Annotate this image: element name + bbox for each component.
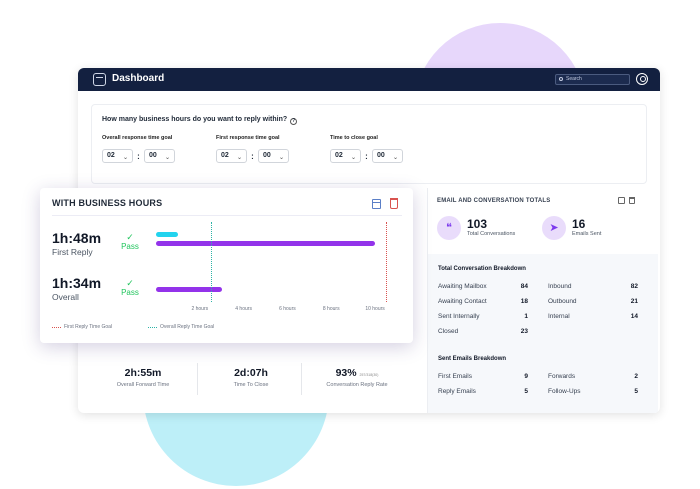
metric-label: Overall [52, 292, 79, 302]
question-text: How many business hours do you want to r… [102, 116, 288, 123]
goal-label: First response time goal [216, 135, 280, 141]
legend-swatch [148, 326, 157, 328]
hours-select[interactable]: 02 ⌄ [216, 149, 247, 163]
chevron-down-icon: ⌄ [392, 155, 398, 161]
x-tick-label: 4 hours [235, 306, 252, 312]
divider [197, 363, 198, 395]
breakdown-row: Sent Internally 1 [438, 313, 528, 320]
overall-goal-line [210, 222, 212, 302]
overall-response-goal: Overall response time goal 02 ⌄ : 00 ⌄ [102, 135, 175, 163]
breakdown-row: Awaiting Mailbox 84 [438, 283, 528, 290]
window-icon[interactable] [618, 197, 625, 204]
stat-label: Overall Forward Time [116, 382, 170, 388]
kpi-value: 16 [572, 217, 586, 231]
pass-status: ✓ Pass [121, 232, 139, 251]
x-tick-label: 2 hours [191, 306, 209, 312]
stat-label: Time To Close [233, 382, 269, 388]
card-title: WITH BUSINESS HOURS [52, 198, 163, 208]
kpi-label: Emails Sent [572, 231, 602, 237]
metric-overall: 1h:34m Overall [52, 275, 101, 302]
search-input[interactable]: Search [555, 74, 630, 85]
x-tick-label: 10 hours [365, 306, 385, 312]
x-tick-label: 8 hours [322, 306, 340, 312]
dashboard-icon[interactable] [93, 73, 106, 86]
bar-overall-purple [156, 287, 222, 292]
minutes-select[interactable]: 00 ⌄ [258, 149, 289, 163]
breakdown-row: Closed 23 [438, 328, 528, 335]
stat-value: 2d:07h [234, 367, 268, 379]
chevron-down-icon: ⌄ [278, 155, 284, 161]
checkmark-icon: ✓ [126, 232, 134, 242]
first-reply-goal-line [386, 222, 387, 302]
breakdown-row: Outbound 21 [548, 298, 638, 305]
breakdown-row: Forwards 2 [548, 373, 638, 380]
time-separator: : [251, 151, 254, 161]
app-title: Dashboard [112, 73, 165, 84]
chat-bubbles-icon: ❝ [437, 216, 461, 240]
emails-breakdown-title: Sent Emails Breakdown [438, 356, 507, 362]
stat-note: 257/318(30) [359, 373, 379, 377]
bar-first-reply-purple [156, 241, 376, 246]
metric-value: 1h:48m [52, 230, 102, 246]
summary-stats: 2h:55m Overall Forward Time 2d:07h Time … [91, 361, 421, 397]
help-icon[interactable]: ? [290, 118, 298, 125]
trash-icon[interactable] [390, 198, 398, 209]
breakdown-row: Inbound 82 [548, 283, 638, 290]
email-conversation-totals-panel: EMAIL AND CONVERSATION TOTALS ❝ 103 Tota… [427, 188, 658, 413]
time-separator: : [365, 151, 368, 161]
conversation-breakdown-title: Total Conversation Breakdown [438, 266, 526, 272]
chevron-down-icon: ⌄ [350, 155, 356, 161]
pass-status: ✓ Pass [121, 278, 139, 297]
stat-reply-rate: 93% 257/318(30) Conversation Reply Rate [305, 361, 409, 397]
goal-label: Overall response time goal [102, 135, 173, 141]
metric-first-reply: 1h:48m First Reply [52, 230, 101, 257]
time-to-close-goal: Time to close goal 02 ⌄ : 00 ⌄ [330, 135, 403, 163]
goals-question: How many business hours do you want to r… [102, 116, 298, 125]
first-response-goal: First response time goal 02 ⌄ : 00 ⌄ [216, 135, 289, 163]
chevron-down-icon: ⌄ [164, 155, 170, 161]
x-tick-label: 6 hours [279, 306, 296, 312]
legend-first-reply-goal: First Reply Time Goal [52, 324, 112, 330]
chevron-down-icon: ⌄ [122, 155, 128, 161]
divider [301, 363, 302, 395]
bar-first-reply-cyan [156, 232, 178, 237]
business-hours-card: WITH BUSINESS HOURS 1h:48m First Reply ✓… [40, 188, 413, 343]
stat-value: 2h:55m [124, 367, 162, 379]
paper-plane-icon: ➤ [542, 216, 566, 240]
checkmark-icon: ✓ [126, 278, 134, 288]
chevron-down-icon: ⌄ [236, 155, 242, 161]
breakdown-row: Follow-Ups 5 [548, 388, 638, 395]
time-separator: : [137, 151, 140, 161]
stat-label: Conversation Reply Rate [326, 382, 388, 388]
breakdown-row: Internal 14 [548, 313, 638, 320]
window-icon[interactable] [372, 199, 381, 209]
user-account-icon[interactable] [636, 73, 648, 85]
hours-select[interactable]: 02 ⌄ [330, 149, 361, 163]
kpi-label: Total Conversations [467, 231, 516, 237]
kpi-value: 103 [467, 217, 488, 231]
breakdown-section: Total Conversation Breakdown Awaiting Ma… [428, 254, 658, 413]
totals-title: EMAIL AND CONVERSATION TOTALS [437, 198, 551, 204]
minutes-select[interactable]: 00 ⌄ [372, 149, 403, 163]
stat-overall-forward-time: 2h:55m Overall Forward Time [91, 361, 195, 397]
title-bar: Dashboard Search [78, 68, 660, 91]
legend-swatch [52, 326, 61, 328]
minutes-select[interactable]: 00 ⌄ [144, 149, 175, 163]
breakdown-row: First Emails 9 [438, 373, 528, 380]
search-placeholder: Search [566, 76, 582, 82]
response-goals-panel: How many business hours do you want to r… [91, 104, 647, 184]
divider [52, 215, 402, 216]
stat-time-to-close: 2d:07h Time To Close [199, 361, 303, 397]
trash-icon[interactable] [629, 197, 635, 204]
metric-value: 1h:34m [52, 275, 102, 291]
goal-label: Time to close goal [330, 135, 378, 141]
legend-overall-goal: Overall Reply Time Goal [148, 324, 214, 330]
stat-value: 93% 257/318(30) [335, 367, 379, 379]
hours-select[interactable]: 02 ⌄ [102, 149, 133, 163]
breakdown-row: Awaiting Contact 18 [438, 298, 528, 305]
search-icon [559, 77, 563, 81]
metric-label: First Reply [52, 247, 93, 257]
breakdown-row: Reply Emails 5 [438, 388, 528, 395]
